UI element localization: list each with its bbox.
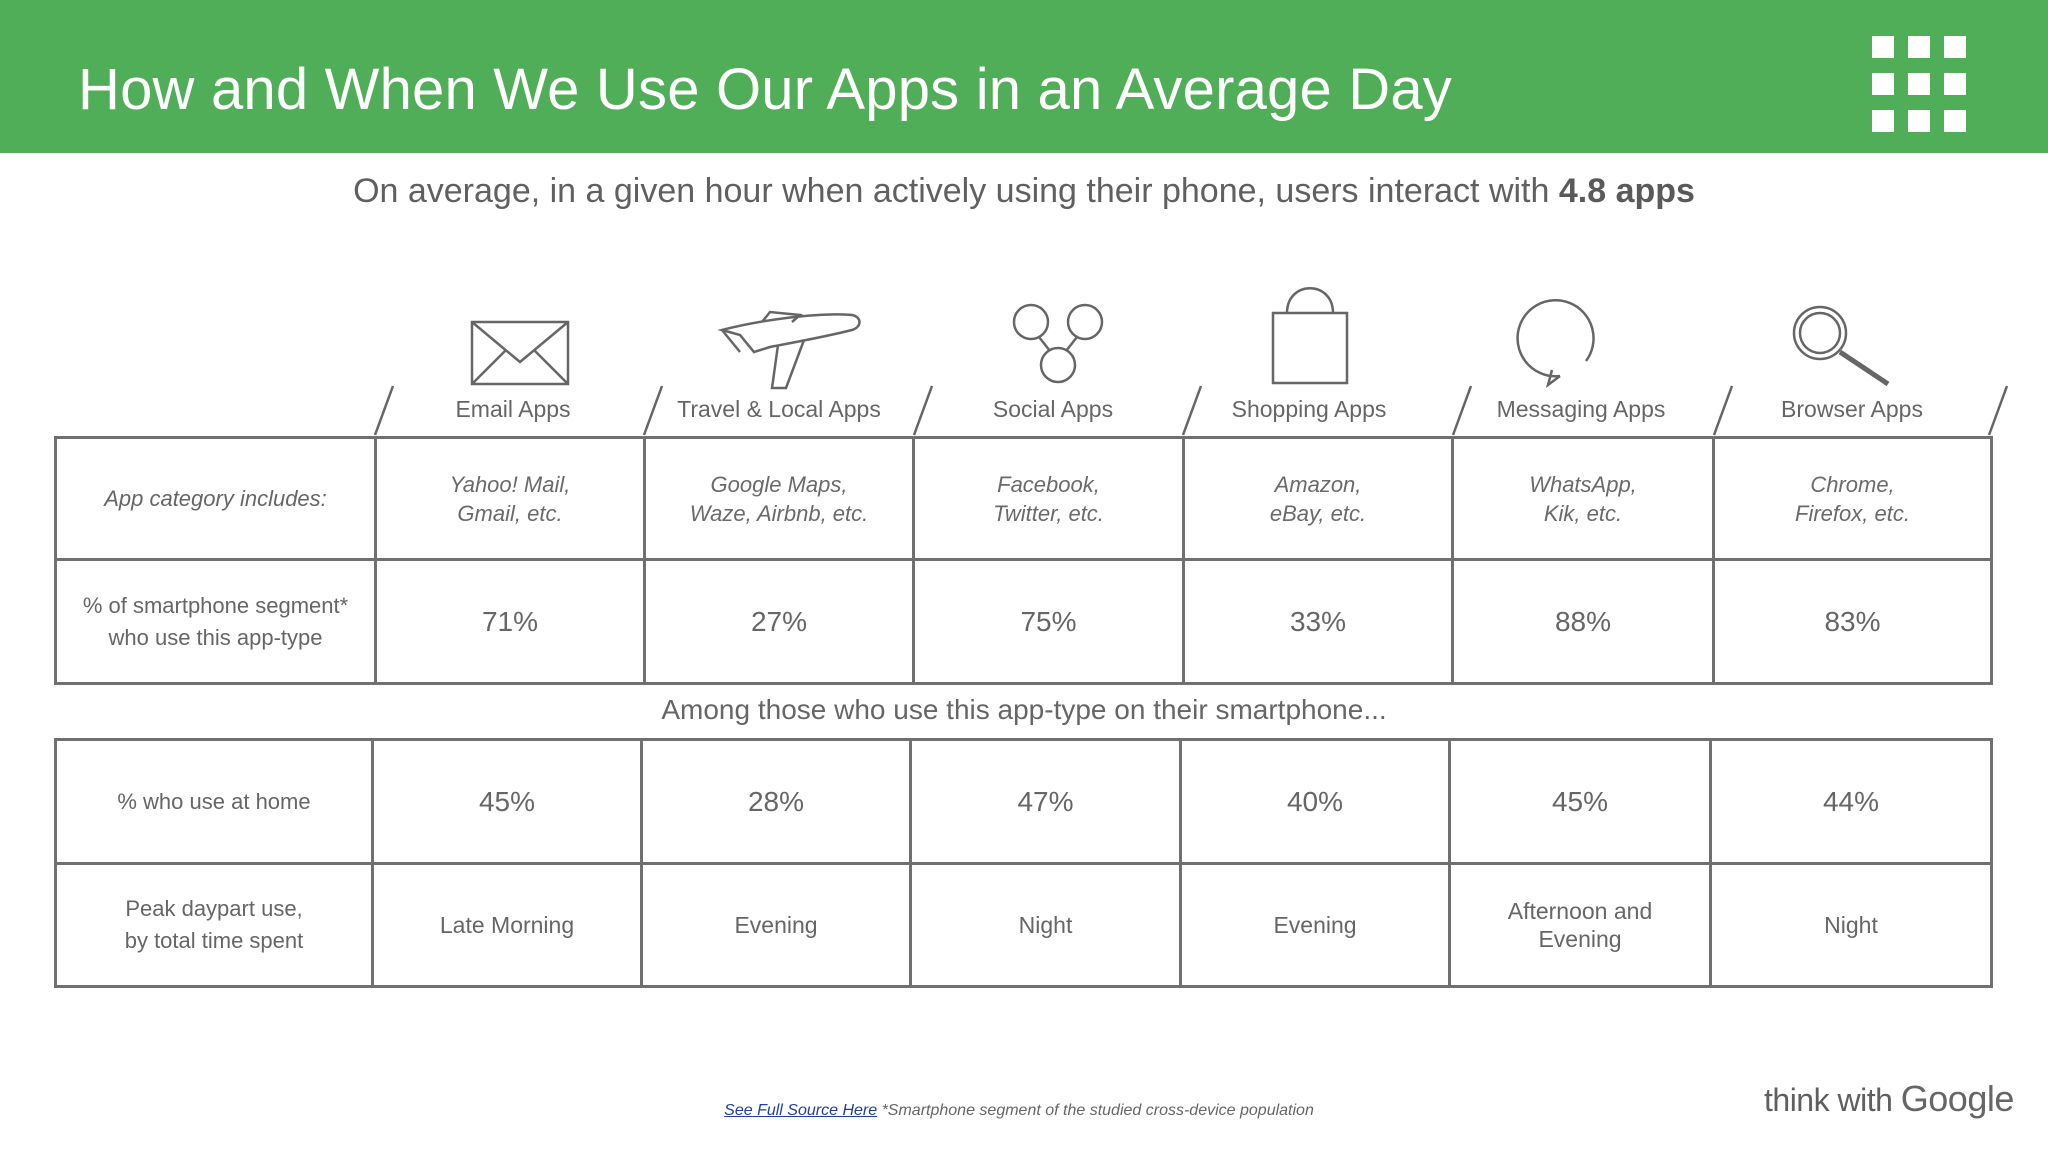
shopping-bag-icon bbox=[1271, 287, 1349, 385]
table-row-segment: % of smartphone segment* who use this app… bbox=[54, 558, 1993, 685]
table-row-peak: Peak daypart use, by total time spent Lat… bbox=[54, 862, 1993, 988]
row-label-segment: % of smartphone segment* who use this app… bbox=[54, 558, 377, 685]
home-pct-shopping: 40% bbox=[1179, 738, 1451, 865]
includes-travel: Google Maps, Waze, Airbnb, etc. bbox=[643, 436, 915, 561]
row-label-includes: App category includes: bbox=[54, 436, 377, 561]
segment-pct-social: 75% bbox=[912, 558, 1185, 685]
table-row-includes: App category includes: Yahoo! Mail, Gmail… bbox=[54, 436, 1993, 561]
column-slash-dividers bbox=[373, 385, 2009, 436]
peak-browser: Night bbox=[1709, 862, 1993, 988]
includes-shopping: Amazon, eBay, etc. bbox=[1182, 436, 1454, 561]
envelope-icon bbox=[470, 320, 570, 386]
footer-note: See Full Source Here *Smartphone segment… bbox=[0, 1102, 2038, 1120]
home-pct-travel: 28% bbox=[640, 738, 912, 865]
segment-pct-messaging: 88% bbox=[1451, 558, 1715, 685]
among-caption: Among those who use this app-type on the… bbox=[661, 694, 1387, 725]
subtitle-text: On average, in a given hour when activel… bbox=[353, 172, 1550, 210]
social-network-icon bbox=[1012, 303, 1104, 384]
magnifier-icon bbox=[1792, 305, 1890, 387]
airplane-icon bbox=[717, 310, 861, 390]
segment-pct-travel: 27% bbox=[643, 558, 915, 685]
peak-social: Night bbox=[909, 862, 1182, 988]
source-link[interactable]: See Full Source Here bbox=[724, 1102, 878, 1119]
page-title: How and When We Use Our Apps in an Avera… bbox=[78, 57, 1453, 122]
footnote: *Smartphone segment of the studied cross… bbox=[881, 1102, 1314, 1119]
subtitle-highlight: 4.8 apps bbox=[1558, 172, 1695, 210]
peak-travel: Evening bbox=[640, 862, 912, 988]
segment-pct-email: 71% bbox=[374, 558, 646, 685]
table-row-home: % who use at home 45% 28% 47% 40% 45% 44… bbox=[54, 738, 1993, 865]
header-bar: How and When We Use Our Apps in an Avera… bbox=[0, 0, 2048, 153]
includes-browser: Chrome, Firefox, etc. bbox=[1712, 436, 1993, 561]
segment-pct-shopping: 33% bbox=[1182, 558, 1454, 685]
row-label-home: % who use at home bbox=[54, 738, 374, 865]
row-label-peak: Peak daypart use, by total time spent bbox=[54, 862, 374, 988]
usage-table: % who use at home 45% 28% 47% 40% 45% 44… bbox=[54, 738, 1993, 988]
home-pct-browser: 44% bbox=[1709, 738, 1993, 865]
peak-email: Late Morning bbox=[371, 862, 643, 988]
app-category-table: App category includes: Yahoo! Mail, Gmail… bbox=[54, 436, 1993, 685]
segment-pct-browser: 83% bbox=[1712, 558, 1993, 685]
speech-bubble-icon bbox=[1516, 299, 1595, 389]
brand-prefix: think with bbox=[1764, 1082, 1893, 1118]
column-label-messaging: Messaging Apps bbox=[1496, 396, 1666, 422]
includes-social: Facebook, Twitter, etc. bbox=[912, 436, 1185, 561]
think-with-google-logo: think with Google bbox=[1764, 1078, 2014, 1120]
home-pct-email: 45% bbox=[371, 738, 643, 865]
category-icons bbox=[373, 287, 2009, 436]
home-pct-messaging: 45% bbox=[1448, 738, 1712, 865]
brand-name: Google bbox=[1900, 1078, 2015, 1119]
column-label-travel: Travel & Local Apps bbox=[677, 396, 881, 422]
home-pct-social: 47% bbox=[909, 738, 1182, 865]
peak-messaging: Afternoon and Evening bbox=[1448, 862, 1712, 988]
subtitle: On average, in a given hour when activel… bbox=[0, 172, 2048, 211]
column-label-email: Email Apps bbox=[455, 396, 571, 422]
includes-messaging: WhatsApp, Kik, etc. bbox=[1451, 436, 1715, 561]
includes-email: Yahoo! Mail, Gmail, etc. bbox=[374, 436, 646, 561]
peak-shopping: Evening bbox=[1179, 862, 1451, 988]
column-label-shopping: Shopping Apps bbox=[1231, 396, 1387, 422]
column-label-browser: Browser Apps bbox=[1781, 396, 1923, 422]
grid-menu-icon bbox=[1872, 36, 1966, 132]
column-label-social: Social Apps bbox=[992, 396, 1114, 422]
